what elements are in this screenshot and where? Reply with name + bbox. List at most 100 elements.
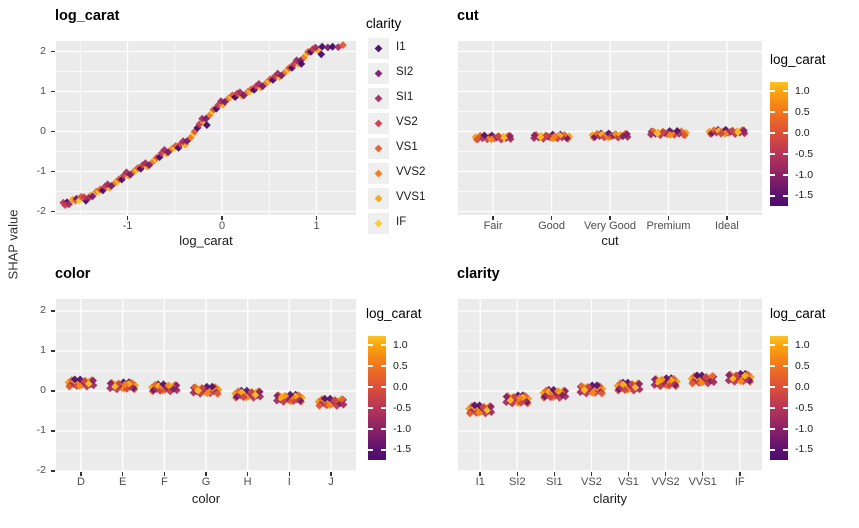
x-tick-label: Good — [538, 220, 565, 232]
x-tick-label: -1 — [122, 220, 133, 232]
legend-key-glyph — [374, 169, 383, 178]
data-point — [536, 133, 545, 141]
colorbar-tick-mark — [770, 407, 775, 409]
y-tick-label: -2 — [36, 204, 46, 217]
x-tick-mark — [126, 216, 129, 220]
x-tick-mark — [315, 216, 318, 220]
colorbar-tick-label: 0.0 — [795, 380, 810, 393]
x-tick-label: VS2 — [581, 476, 602, 488]
data-point — [75, 196, 84, 205]
data-point — [710, 126, 718, 134]
x-tick-label: F — [160, 476, 168, 488]
data-point — [233, 89, 242, 98]
colorbar-tick-mark — [783, 111, 788, 113]
x-tick-mark — [479, 472, 481, 476]
data-point — [242, 386, 251, 395]
x-tick-mark — [288, 472, 291, 476]
data-point — [288, 64, 296, 72]
data-point — [597, 389, 606, 398]
data-point — [121, 380, 130, 389]
data-point — [149, 386, 158, 395]
data-point — [141, 159, 150, 167]
data-point — [200, 118, 208, 127]
data-point — [145, 161, 154, 169]
x-tick-mark — [609, 216, 611, 220]
data-point — [289, 397, 298, 406]
colorbar-tick-mark — [368, 386, 373, 388]
y-tick-label: 0 — [40, 384, 46, 396]
data-point — [659, 378, 668, 387]
colorbar — [770, 336, 788, 460]
x-tick-mark — [492, 216, 494, 220]
data-point — [112, 385, 121, 394]
data-point — [530, 131, 539, 140]
data-point — [656, 382, 665, 391]
data-point — [203, 389, 212, 398]
data-point — [325, 401, 334, 410]
data-point — [680, 131, 689, 140]
x-tick-label: SI2 — [509, 476, 526, 488]
data-point — [328, 42, 337, 51]
data-point — [162, 383, 171, 392]
colorbar-tick-label: 1.0 — [393, 338, 408, 351]
plot-title-color: color — [55, 266, 91, 282]
colorbar-tick-label: -1.0 — [795, 168, 814, 181]
legend-key-glyph — [374, 69, 383, 78]
legend-key-glyph — [374, 94, 383, 103]
x-tick-label: I1 — [475, 476, 485, 488]
data-point — [313, 46, 322, 54]
data-point — [665, 381, 674, 390]
data-point — [673, 127, 682, 135]
data-point — [724, 376, 733, 385]
colorbar-tick-mark — [783, 90, 788, 92]
colorbar-tick-mark — [783, 449, 788, 451]
x-tick-label: VVS1 — [688, 476, 717, 488]
legend-title-log-carat-clarity: log_carat — [770, 306, 826, 321]
data-point — [106, 384, 115, 393]
data-point — [326, 394, 335, 403]
legend-title-log-carat-cut: log_carat — [770, 52, 826, 67]
data-point — [487, 408, 496, 417]
data-point — [702, 373, 710, 382]
data-point — [549, 134, 558, 143]
data-point — [234, 387, 243, 396]
data-point — [561, 392, 570, 401]
colorbar-tick-mark — [368, 428, 373, 430]
colorbar-tick-label: -1.5 — [795, 443, 814, 456]
x-tick-mark — [121, 472, 124, 476]
x-tick-mark — [701, 472, 704, 476]
data-point — [728, 126, 737, 135]
data-point — [151, 380, 160, 389]
data-point — [88, 192, 97, 201]
x-axis-title-clarity: clarity — [593, 491, 627, 506]
data-point — [635, 379, 644, 388]
colorbar-tick-mark — [381, 449, 386, 451]
data-point — [317, 50, 326, 59]
legend-key-glyph — [374, 119, 383, 128]
data-point — [523, 398, 531, 407]
colorbar-tick-mark — [381, 386, 386, 388]
data-point — [334, 397, 343, 405]
legend-title-clarity: clarity — [366, 16, 402, 31]
data-point — [619, 380, 628, 389]
y-tick-mark — [51, 350, 55, 352]
colorbar-tick-mark — [783, 344, 788, 346]
data-point — [89, 376, 97, 385]
data-point — [620, 386, 629, 394]
grid — [458, 41, 762, 215]
data-point — [251, 390, 260, 399]
y-tick-label: -1 — [36, 164, 46, 177]
colorbar-tick-mark — [381, 365, 386, 367]
data-point — [195, 120, 204, 129]
data-point — [277, 71, 286, 80]
y-tick-mark — [51, 390, 55, 392]
colorbar-tick-label: 0.5 — [393, 359, 408, 372]
data-point — [339, 400, 348, 409]
data-point — [739, 126, 748, 135]
data-point — [506, 132, 514, 140]
data-point — [552, 389, 561, 398]
data-point — [190, 127, 199, 136]
